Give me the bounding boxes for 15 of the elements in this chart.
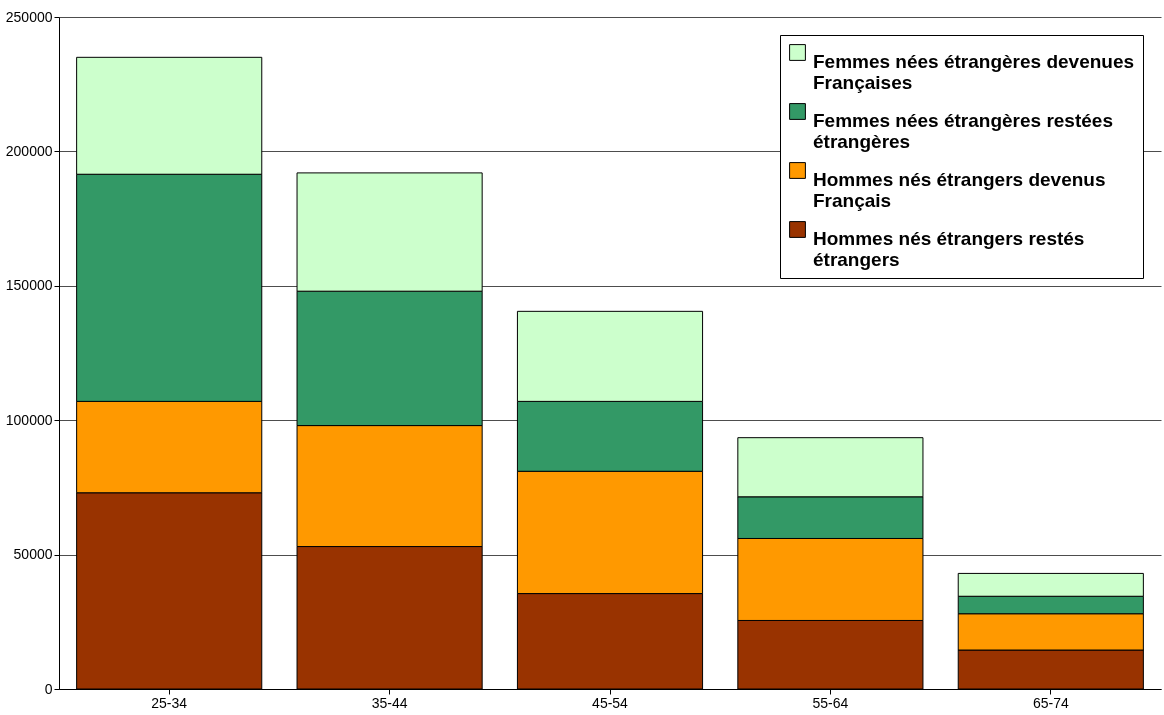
- legend-label: Femmes nées étrangères devenues Françaises: [813, 50, 1135, 93]
- x-tick-label: 55-64: [812, 694, 849, 711]
- x-tick-label: 25-34: [151, 694, 188, 711]
- y-tick-label: 50000: [13, 546, 53, 563]
- x-tick-label: 45-54: [592, 694, 629, 711]
- legend-label: Hommes nés étrangers restés étrangers: [813, 227, 1085, 270]
- y-tick-label: 200000: [5, 142, 53, 159]
- y-tick-label: 250000: [5, 8, 53, 25]
- legend-label: Femmes nées étrangères restées étrangères: [813, 109, 1113, 152]
- y-tick-label: 100000: [5, 411, 53, 428]
- x-tick-label: 35-44: [371, 694, 408, 711]
- y-tick-label: 150000: [5, 277, 53, 294]
- legend-label: Hommes nés étrangers devenus Français: [813, 168, 1106, 211]
- x-tick-label: 65-74: [1032, 694, 1069, 711]
- y-tick-label: 0: [44, 680, 53, 697]
